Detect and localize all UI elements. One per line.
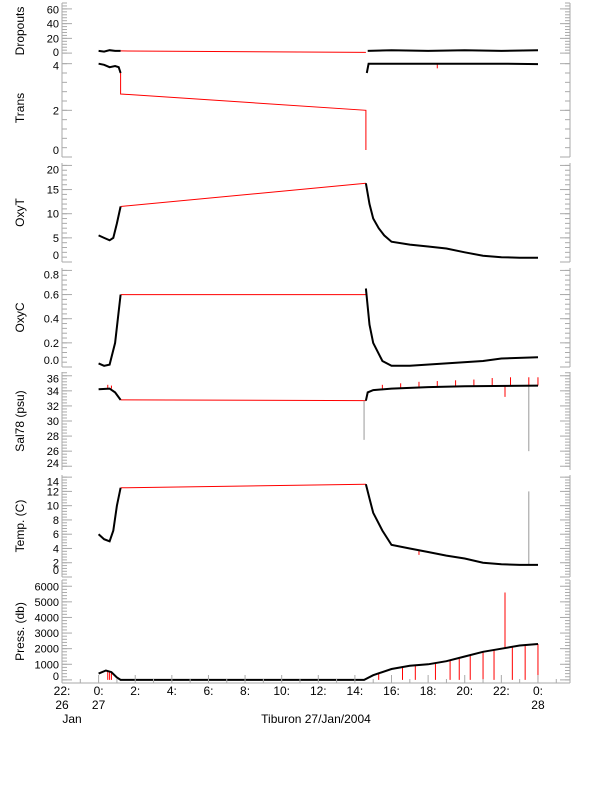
temp-gap-line [120, 483, 366, 489]
x-tick-label: 4: [167, 684, 177, 698]
sal78-y-label: Sal78 (psu) [13, 390, 27, 451]
oxyc-tick-label: 0.8 [44, 270, 59, 282]
x-tick-label: 20: [456, 684, 473, 698]
sal78-tick-label: 26 [47, 446, 59, 458]
x-tick-label: 12: [310, 684, 327, 698]
sal78-tick-label: 36 [47, 374, 59, 386]
dropouts-gap-line [120, 50, 366, 53]
trans-series-line [365, 62, 539, 74]
dropouts-tick-label: 0 [53, 47, 59, 59]
sal78-tick-label: 34 [47, 386, 59, 398]
oxyt-tick-label: 10 [47, 209, 59, 221]
oxyt-tick-label: 20 [47, 165, 59, 177]
oxyt-y-label: OxyT [13, 198, 27, 227]
oxyt-series-line [364, 183, 538, 259]
trans-tick-label: 4 [53, 61, 59, 73]
oxyc-tick-label: 0.6 [44, 290, 59, 302]
press-series-line [98, 643, 539, 681]
sal78-tick-label: 30 [47, 416, 59, 428]
oxyc-series-line [364, 288, 539, 367]
dropouts-tick-label: 60 [47, 5, 59, 17]
trans-gap-line [120, 73, 367, 150]
x-tick-date-label: 28 [531, 698, 545, 712]
dropouts-series-line [367, 49, 539, 52]
x-tick-label: 6: [203, 684, 213, 698]
press-tick-label: 6000 [35, 582, 59, 594]
temp-tick-label: 2 [53, 558, 59, 570]
x-tick-label: 2: [130, 684, 140, 698]
oxyc-tick-label: 0.4 [44, 314, 59, 326]
temp-tick-label: 8 [53, 515, 59, 527]
temp-series-line [364, 484, 538, 566]
sal78-series-line [364, 384, 539, 401]
x-tick-label: 10: [273, 684, 290, 698]
x-tick-label: 0: [94, 684, 104, 698]
temp-tick-label: 14 [47, 477, 59, 489]
dropouts-series-line [98, 49, 121, 53]
temp-tick-label: 12 [47, 486, 59, 498]
sal78-tick-label: 32 [47, 401, 59, 413]
press-tick-label: 5000 [35, 597, 59, 609]
trans-y-label: Trans [13, 93, 27, 123]
press-tick-label: 2000 [35, 644, 59, 656]
sal78-series-line [98, 387, 122, 401]
dropouts-tick-label: 40 [47, 19, 59, 31]
dropouts-tick-label: 20 [47, 33, 59, 45]
trans-tick-label: 2 [53, 105, 59, 117]
oxyc-y-label: OxyC [13, 302, 27, 332]
oxyt-tick-label: 0 [53, 250, 59, 262]
temp-y-label: Temp. (C) [13, 500, 27, 553]
dropouts-y-label: Dropouts [13, 7, 27, 56]
trans-series-line [98, 62, 122, 74]
trans-tick-label: 0 [53, 145, 59, 157]
oxyt-tick-label: 5 [53, 233, 59, 245]
x-tick-label: 22: [493, 684, 510, 698]
press-tick-label: 1000 [35, 659, 59, 671]
press-tick-label: 3000 [35, 628, 59, 640]
temp-tick-label: 6 [53, 529, 59, 541]
press-tick-label: 4000 [35, 612, 59, 624]
x-tick-label: 8: [240, 684, 250, 698]
sal78-tick-label: 24 [47, 458, 59, 470]
sal78-tick-label: 28 [47, 431, 59, 443]
press-tick-label: 0 [53, 671, 59, 683]
temp-series-line [97, 487, 122, 543]
x-tick-label: 22: [54, 684, 71, 698]
press-y-label: Press. (db) [13, 602, 27, 661]
x-tick-date-label: 26 [55, 698, 69, 712]
x-tick-label: 16: [383, 684, 400, 698]
x-tick-label: 0: [533, 684, 543, 698]
oxyc-tick-label: 0.2 [44, 338, 59, 350]
x-tick-date-label: 27 [92, 698, 106, 712]
temp-tick-label: 10 [47, 501, 59, 513]
oxyc-tick-label: 0.0 [44, 355, 59, 367]
oxyt-gap-line [120, 182, 366, 207]
oxyt-tick-label: 15 [47, 185, 59, 197]
oxyt-series-line [98, 206, 122, 242]
sal78-gap-line [120, 399, 366, 402]
x-tick-month-label: Jan [62, 712, 81, 726]
x-tick-label: 14: [347, 684, 364, 698]
x-axis-label: Tiburon 27/Jan/2004 [261, 712, 371, 726]
temp-tick-label: 4 [53, 543, 59, 555]
temp-tick-label: 0 [53, 565, 59, 577]
oxyc-series-line [98, 294, 122, 367]
x-tick-label: 18: [420, 684, 437, 698]
